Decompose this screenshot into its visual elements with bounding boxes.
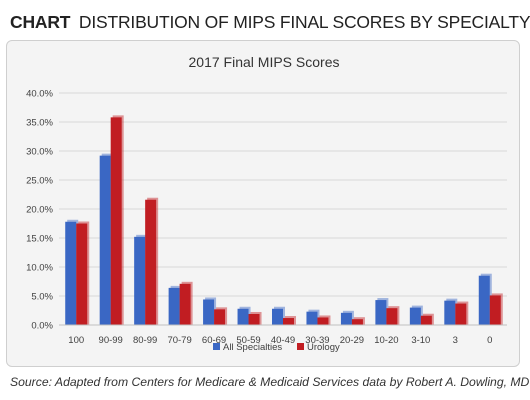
- x-tick-label: 60-69: [202, 335, 226, 346]
- bar-all-specialties: [134, 236, 146, 325]
- bar-all-specialties: [306, 311, 318, 325]
- x-tick-label: 3-10: [411, 335, 430, 346]
- bar-urology: [489, 295, 501, 325]
- bar-urology: [214, 309, 226, 325]
- y-tick-label: 10.0%: [26, 263, 53, 274]
- y-tick-label: 35.0%: [26, 118, 53, 129]
- x-tick-label: 3: [453, 335, 458, 346]
- x-tick-label: 20-29: [340, 335, 364, 346]
- y-tick-label: 40.0%: [26, 89, 53, 100]
- bar-all-specialties: [272, 308, 283, 325]
- x-tick-label: 40-49: [271, 335, 295, 346]
- bar-all-specialties: [478, 275, 490, 325]
- bar-all-specialties: [409, 307, 421, 325]
- bar-urology: [420, 315, 432, 325]
- bar-urology: [351, 319, 363, 325]
- source-note: Source: Adapted from Centers for Medicar…: [10, 375, 530, 389]
- header-title: DISTRIBUTION OF MIPS FINAL SCORES BY SPE…: [78, 12, 530, 32]
- bar-all-specialties: [65, 221, 77, 325]
- legend-swatch-urology: [297, 343, 304, 350]
- bar-urology: [317, 317, 329, 325]
- bar-all-specialties: [237, 308, 249, 325]
- chart-panel: 2017 Final MIPS Scores 0.0% 5.0% 10.0% 15.0%…: [6, 40, 520, 367]
- y-tick-label: 5.0%: [31, 292, 53, 303]
- legend-swatch-all-specialties: [213, 343, 220, 350]
- x-tick-label: 70-79: [167, 335, 191, 346]
- y-tick-label: 20.0%: [26, 205, 53, 216]
- bar-chart: 2017 Final MIPS Scores 0.0% 5.0% 10.0% 15.0%…: [26, 54, 507, 353]
- x-tick-label: 100: [68, 335, 84, 346]
- x-tick-label: 30-39: [305, 335, 329, 346]
- figure-header: CHART DISTRIBUTION OF MIPS FINAL SCORES …: [10, 12, 530, 33]
- bar-urology: [145, 199, 157, 325]
- bar-urology: [76, 223, 88, 325]
- bar-all-specialties: [99, 155, 111, 325]
- y-tick-label: 0.0%: [31, 321, 53, 332]
- bar-urology: [386, 308, 398, 325]
- bar-all-specialties: [203, 299, 215, 325]
- header-kicker: CHART: [10, 12, 71, 32]
- x-tick-label: 10-20: [374, 335, 398, 346]
- x-tick-label: 50-59: [236, 335, 260, 346]
- legend-label-urology: Urology: [307, 342, 340, 353]
- bar-all-specialties: [168, 287, 180, 325]
- y-tick-label: 30.0%: [26, 147, 53, 158]
- x-tick-label: 80-99: [133, 335, 157, 346]
- bar-all-specialties: [375, 300, 387, 325]
- bar-urology: [179, 283, 191, 325]
- y-tick-label: 15.0%: [26, 234, 53, 245]
- bar-urology: [248, 313, 260, 325]
- bar-urology: [110, 117, 122, 325]
- bar-all-specialties: [444, 300, 456, 325]
- bar-urology: [283, 318, 294, 325]
- bar-all-specialties: [340, 312, 352, 325]
- legend-label-all-specialties: All Specialties: [223, 342, 282, 353]
- x-tick-label: 0: [487, 335, 492, 346]
- y-tick-label: 25.0%: [26, 176, 53, 187]
- chart-title: 2017 Final MIPS Scores: [189, 54, 340, 70]
- bar-urology: [455, 303, 467, 325]
- x-tick-label: 90-99: [99, 335, 123, 346]
